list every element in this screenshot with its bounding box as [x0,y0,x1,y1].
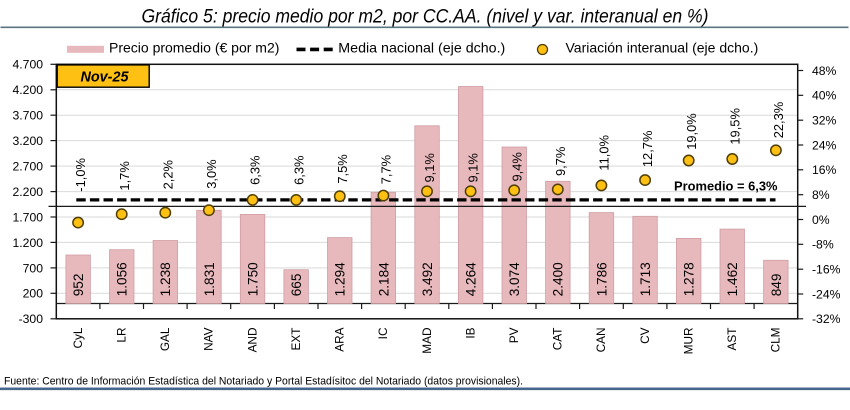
svg-text:1.713: 1.713 [638,262,653,296]
svg-text:-32%: -32% [812,312,841,326]
svg-text:3.074: 3.074 [507,262,522,296]
svg-text:Promedio = 6,3%: Promedio = 6,3% [674,179,778,194]
svg-text:-8%: -8% [812,238,834,252]
svg-text:7,7%: 7,7% [379,155,394,184]
svg-text:1.462: 1.462 [725,262,740,296]
svg-text:849: 849 [769,274,784,297]
svg-text:-1,0%: -1,0% [73,158,88,192]
svg-text:952: 952 [71,274,86,297]
svg-text:Gráfico 5: precio medio por m2: Gráfico 5: precio medio por m2, por CC.A… [142,6,709,28]
svg-text:1.786: 1.786 [594,262,609,296]
svg-text:3,0%: 3,0% [204,159,219,188]
svg-text:1,7%: 1,7% [117,161,132,190]
svg-text:Precio promedio (€ por m2): Precio promedio (€ por m2) [109,39,279,55]
svg-text:1.831: 1.831 [202,262,217,296]
svg-text:32%: 32% [812,114,837,128]
svg-text:-16%: -16% [812,263,841,277]
svg-text:7,5%: 7,5% [335,154,350,183]
svg-text:-300: -300 [19,312,44,326]
svg-text:2.700: 2.700 [13,160,44,174]
svg-text:6,3%: 6,3% [291,156,306,185]
svg-text:0%: 0% [812,213,830,227]
svg-text:1.238: 1.238 [158,262,173,296]
svg-text:200: 200 [23,287,44,301]
svg-text:Media nacional (eje dcho.): Media nacional (eje dcho.) [338,39,505,55]
svg-text:-24%: -24% [812,287,841,301]
svg-text:9,4%: 9,4% [509,152,524,181]
svg-text:2.400: 2.400 [551,262,566,296]
svg-text:MUR: MUR [682,328,696,355]
svg-text:1.294: 1.294 [333,262,348,296]
svg-text:12,7%: 12,7% [640,131,655,168]
svg-text:IB: IB [463,327,477,338]
svg-text:4.200: 4.200 [13,83,44,97]
svg-text:9,1%: 9,1% [466,153,481,182]
svg-text:700: 700 [23,261,44,275]
svg-text:11,0%: 11,0% [597,135,612,171]
svg-text:1.278: 1.278 [682,262,697,296]
svg-text:Variación interanual (eje dcho: Variación interanual (eje dcho.) [566,39,759,55]
svg-text:Nov-25: Nov-25 [81,69,130,85]
svg-text:16%: 16% [812,163,837,177]
svg-text:CAN: CAN [594,328,608,353]
svg-text:3.700: 3.700 [13,109,44,123]
svg-text:AST: AST [725,328,739,351]
svg-text:CV: CV [638,327,652,344]
svg-text:GAL: GAL [158,327,172,351]
svg-text:PV: PV [507,327,521,343]
svg-text:1.700: 1.700 [13,210,44,224]
svg-text:LR: LR [115,328,129,343]
svg-text:MAD: MAD [420,328,434,354]
svg-text:CAT: CAT [551,328,565,351]
svg-text:1.200: 1.200 [13,236,44,250]
svg-text:4.700: 4.700 [13,58,44,72]
svg-text:9,1%: 9,1% [422,153,437,182]
svg-text:48%: 48% [812,64,837,78]
svg-text:24%: 24% [812,138,837,152]
svg-text:22,3%: 22,3% [771,102,786,139]
svg-text:NAV: NAV [202,327,216,351]
svg-text:2,2%: 2,2% [160,160,175,189]
svg-text:EXT: EXT [289,328,303,351]
svg-text:2.200: 2.200 [13,185,44,199]
svg-text:3.492: 3.492 [420,262,435,296]
svg-text:3.200: 3.200 [13,134,44,148]
svg-text:9,7%: 9,7% [553,147,568,176]
svg-text:4.264: 4.264 [464,262,479,296]
svg-text:Fuente: Centro de Información: Fuente: Centro de Información Estadístic… [4,375,523,387]
svg-text:8%: 8% [812,188,830,202]
svg-text:6,3%: 6,3% [248,156,263,185]
svg-text:AND: AND [245,328,259,353]
svg-text:2.184: 2.184 [376,262,391,296]
svg-text:1.056: 1.056 [115,262,130,296]
svg-text:19,5%: 19,5% [727,108,742,145]
svg-text:IC: IC [376,327,390,339]
svg-text:40%: 40% [812,89,837,103]
svg-text:1.750: 1.750 [246,262,261,296]
svg-text:CLM: CLM [769,328,783,353]
svg-text:CyL: CyL [71,327,85,348]
svg-text:19,0%: 19,0% [684,113,699,150]
svg-text:665: 665 [289,274,304,297]
svg-text:ARA: ARA [333,327,347,351]
